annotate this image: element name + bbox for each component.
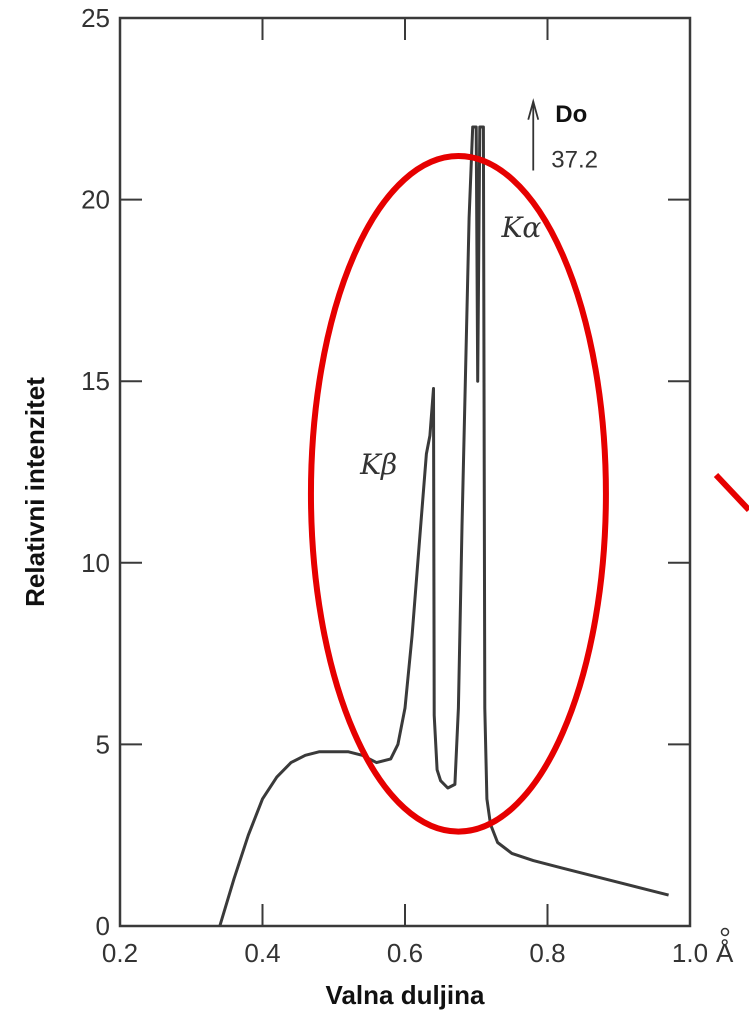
note-value: 37.2 (551, 147, 598, 174)
annotations: Kα Kβ Do 37.2 (359, 98, 598, 481)
y-tick-label: 0 (96, 911, 110, 941)
k-alpha-label: Kα (501, 211, 542, 244)
y-tick-label: 5 (96, 729, 110, 759)
arrow-head-icon (527, 98, 540, 120)
x-tick-label: 1.0 (672, 938, 708, 968)
x-ticks: 0.2 0.4 0.6 0.8 1.0 Å (102, 18, 734, 968)
y-axis-title: Relativni intenzitet (20, 377, 50, 607)
x-tick-label: 0.6 (387, 938, 423, 968)
note-do: Do (555, 101, 587, 128)
y-tick-label: 25 (81, 3, 110, 33)
x-tick-label: 0.8 (529, 938, 565, 968)
red-mark (713, 472, 749, 513)
spectrum-line (218, 125, 669, 927)
y-tick-label: 15 (81, 366, 110, 396)
k-beta-label: Kβ (359, 448, 397, 481)
x-tick-label: 0.4 (244, 938, 280, 968)
y-ticks: 0 5 10 15 20 25 (81, 3, 690, 941)
y-tick-label: 10 (81, 548, 110, 578)
highlight-ellipse (307, 153, 609, 835)
x-tick-label: 0.2 (102, 938, 138, 968)
x-axis-title: Valna duljina (326, 980, 485, 1010)
y-tick-label: 20 (81, 185, 110, 215)
x-unit-label: Å (716, 938, 734, 968)
angstrom-ring (720, 927, 730, 937)
